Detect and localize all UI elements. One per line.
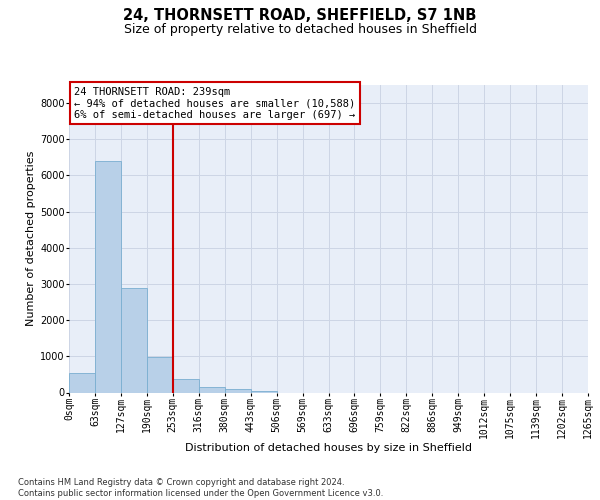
Bar	[173, 379, 199, 392]
Bar	[69, 372, 95, 392]
Bar	[199, 386, 224, 392]
Text: 24, THORNSETT ROAD, SHEFFIELD, S7 1NB: 24, THORNSETT ROAD, SHEFFIELD, S7 1NB	[124, 8, 476, 22]
Text: 24 THORNSETT ROAD: 239sqm
← 94% of detached houses are smaller (10,588)
6% of se: 24 THORNSETT ROAD: 239sqm ← 94% of detac…	[74, 86, 355, 120]
Bar	[121, 288, 147, 393]
Bar	[251, 390, 277, 392]
Y-axis label: Number of detached properties: Number of detached properties	[26, 151, 36, 326]
Bar	[225, 389, 251, 392]
Text: Size of property relative to detached houses in Sheffield: Size of property relative to detached ho…	[124, 22, 476, 36]
Bar	[147, 358, 173, 392]
X-axis label: Distribution of detached houses by size in Sheffield: Distribution of detached houses by size …	[185, 444, 472, 454]
Bar	[95, 161, 121, 392]
Text: Contains HM Land Registry data © Crown copyright and database right 2024.
Contai: Contains HM Land Registry data © Crown c…	[18, 478, 383, 498]
